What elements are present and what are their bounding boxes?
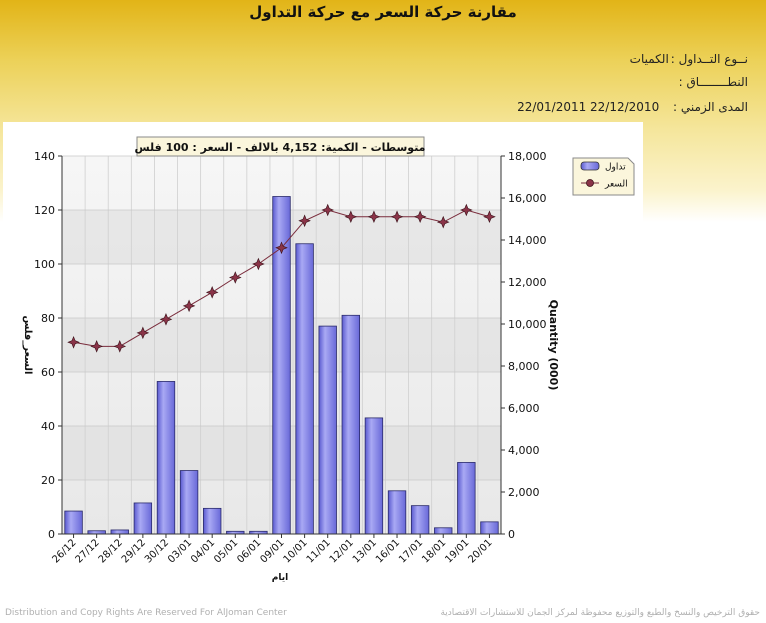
- x-tick-label: 30/12: [143, 537, 171, 565]
- volume-bar: [203, 507, 222, 535]
- x-tick-label: 12/01: [328, 537, 356, 565]
- price-point: [436, 215, 450, 229]
- right-tick-label: 12,000: [508, 276, 547, 289]
- price-point: [460, 203, 473, 217]
- footer-copyright-en: Distribution and Copy Rights Are Reserve…: [5, 608, 287, 618]
- price-point: [321, 203, 335, 217]
- x-tick-label: 19/01: [443, 537, 471, 565]
- right-tick-label: 16,000: [508, 192, 547, 205]
- volume-bar: [410, 505, 430, 535]
- price-point: [483, 210, 496, 224]
- right-tick-label: 0: [508, 528, 515, 541]
- right-tick-label: 10,000: [508, 318, 547, 331]
- x-tick-label: 20/01: [466, 537, 494, 565]
- chart-panel: 0 20 40 60 80 100 120 140 0 2,000 4,000 6,000 8,000 1…: [3, 122, 643, 597]
- left-tick-label: 20: [41, 474, 55, 487]
- right-tick-label: 2,000: [508, 486, 540, 499]
- range-row: النطــــــــاق :: [677, 75, 748, 89]
- x-tick-label: 16/01: [374, 537, 402, 565]
- left-tick-label: 120: [34, 204, 55, 217]
- legend-line-label: السعر: [604, 180, 628, 190]
- legend-bar-swatch: [580, 161, 600, 171]
- volume-bar: [457, 462, 476, 535]
- price-point: [182, 299, 196, 313]
- volume-bar: [295, 243, 314, 535]
- left-axis-title: السعر_فلس: [22, 316, 33, 375]
- trade-type-row: نــوع التــداول :الكميات: [630, 52, 748, 66]
- left-tick-label: 100: [34, 258, 55, 271]
- chart-title-box: متوسطات - الكمية: 4,152 بالالف - السعر :…: [135, 136, 426, 157]
- x-axis-title: ايام: [272, 573, 288, 583]
- price-point: [298, 214, 311, 228]
- x-tick-label: 27/12: [74, 537, 102, 565]
- x-tick-label: 26/12: [51, 537, 79, 565]
- trade-type-value: الكميات: [629, 52, 669, 66]
- left-tick-label: 140: [34, 150, 55, 163]
- volume-bar: [64, 510, 83, 535]
- right-axis-title: Quantity (000): [547, 300, 560, 391]
- chart-title: متوسطات - الكمية: 4,152 بالالف - السعر :…: [135, 141, 426, 154]
- price-point: [205, 286, 219, 299]
- left-tick-label: 60: [41, 366, 55, 379]
- left-tick-label: 40: [41, 420, 55, 433]
- volume-bar: [387, 490, 407, 535]
- volume-bar: [156, 381, 176, 535]
- x-tick-label: 09/01: [258, 537, 286, 565]
- volume-bar: [133, 502, 153, 535]
- volume-bar: [110, 529, 129, 535]
- price-point: [344, 210, 358, 224]
- price-point: [228, 271, 242, 284]
- range-label: النطــــــــاق :: [678, 75, 748, 89]
- x-tick-label: 13/01: [351, 537, 379, 565]
- price-point: [413, 210, 427, 224]
- price-point: [367, 210, 381, 224]
- period-value: 22/01/2011 22/12/2010: [517, 100, 660, 114]
- price-point: [159, 313, 173, 326]
- volume-bar: [179, 470, 199, 535]
- footer-copyright-ar: حقوق الترخيص والنسخ والطبع والتوزيع محفو…: [440, 608, 760, 618]
- right-tick-label: 18,000: [508, 150, 547, 163]
- page-title: مقارنة حركة السعر مع حركة التداول: [249, 3, 517, 21]
- legend-bar-label: تداول: [605, 163, 626, 173]
- x-tick-label: 11/01: [305, 537, 333, 565]
- period-label: المدى الزمني :: [673, 100, 748, 114]
- x-tick-label: 05/01: [212, 537, 240, 565]
- period-row: المدى الزمني : 22/01/2011 22/12/2010: [517, 100, 748, 114]
- price-point: [275, 241, 288, 255]
- x-tick-label: 17/01: [397, 537, 425, 565]
- price-point: [67, 336, 80, 349]
- volume-bar: [480, 521, 499, 535]
- legend-line-marker: [586, 179, 594, 187]
- right-tick-label: 4,000: [508, 444, 540, 457]
- x-tick-label: 06/01: [235, 537, 263, 565]
- right-tick-label: 6,000: [508, 402, 540, 415]
- volume-bar: [341, 314, 360, 535]
- volume-bar: [434, 527, 453, 535]
- price-point: [90, 340, 103, 353]
- right-tick-label: 14,000: [508, 234, 547, 247]
- price-point: [252, 257, 265, 271]
- x-tick-label: 03/01: [166, 537, 194, 565]
- left-tick-label: 0: [48, 528, 55, 541]
- right-tick-label: 8,000: [508, 360, 540, 373]
- price-point: [136, 326, 150, 340]
- price-point: [390, 210, 404, 224]
- x-tick-label: 18/01: [420, 537, 448, 565]
- x-tick-label: 28/12: [97, 537, 125, 565]
- price-volume-chart: 0 20 40 60 80 100 120 140 0 2,000 4,000 6,000 8,000 1…: [22, 136, 635, 583]
- x-tick-label: 29/12: [120, 537, 148, 565]
- volume-bar: [364, 417, 384, 535]
- price-point: [113, 340, 127, 353]
- trade-type-label: نــوع التــداول :: [670, 52, 748, 66]
- x-tick-label: 10/01: [282, 537, 310, 565]
- volume-bar: [318, 325, 337, 535]
- left-tick-label: 80: [41, 312, 55, 325]
- x-tick-label: 04/01: [189, 537, 217, 565]
- legend: تداول السعر: [572, 157, 635, 196]
